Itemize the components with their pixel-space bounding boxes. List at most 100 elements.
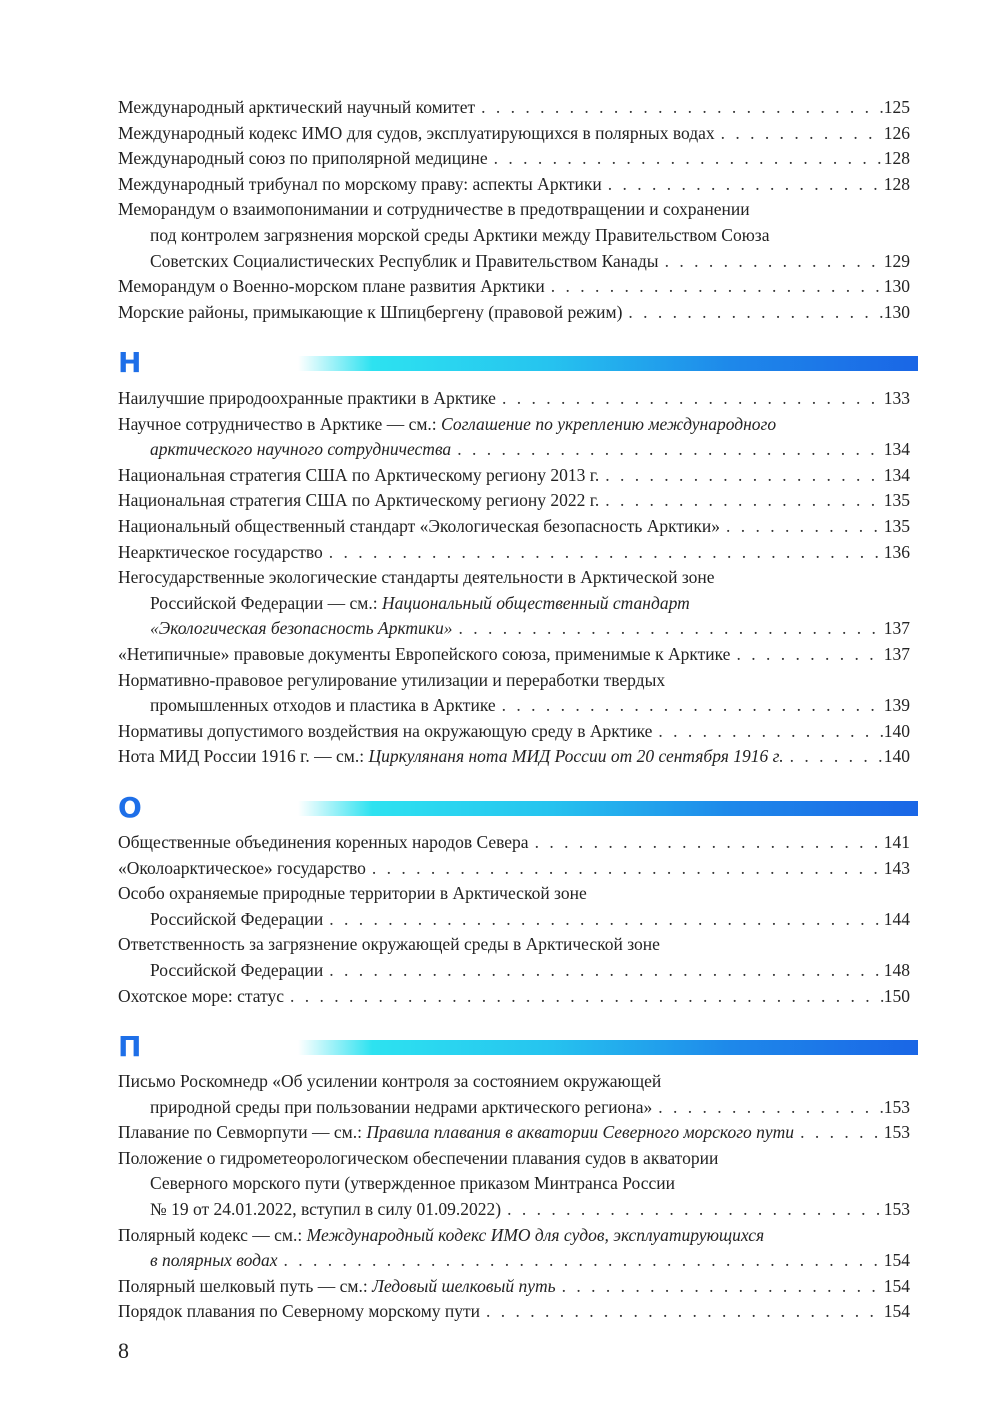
index-entry: Охотское море: статус . . . . . . . . . … — [118, 984, 910, 1010]
entry-term: природной среды при пользовании недрами … — [150, 1096, 653, 1117]
dot-leader: . . . . . . . . . . . . . . . . . . . . … — [507, 1198, 884, 1219]
entry-term: Морские районы, примыкающие к Шпицберген… — [118, 301, 623, 322]
section-header: О — [118, 791, 918, 825]
entry-text: Полярный кодекс — см.: Международный код… — [118, 1223, 764, 1249]
index-entry: Национальная стратегия США по Арктическо… — [118, 488, 910, 514]
entry-line: Положение о гидрометеорологическом обесп… — [118, 1146, 910, 1172]
dot-leader: . . . . . . . . . . . . . . . . . . . . … — [457, 439, 884, 460]
page-ref: 134 — [883, 439, 910, 460]
dot-leader: . . . . . . . . . . . . . . . . . . . . … — [664, 250, 884, 271]
index-entry: Международный трибунал по морскому праву… — [118, 172, 910, 198]
cross-reference: Циркулянаня нота МИД России от 20 сентяб… — [368, 746, 784, 767]
index-section: Международный арктический научный комите… — [118, 95, 910, 325]
page-ref: 135 — [883, 515, 910, 536]
entry-text: Международный трибунал по морскому праву… — [118, 172, 602, 198]
index-entry: Меморандум о Военно-морском плане развит… — [118, 274, 910, 300]
dot-leader: . . . . . . . . . . . . . . . . . . . . … — [493, 148, 884, 169]
entry-line: Российской Федерации . . . . . . . . . .… — [118, 958, 910, 984]
entry-text: природной среды при пользовании недрами … — [150, 1095, 652, 1121]
cross-reference: «Экологическая безопасность Арктики» — [150, 618, 453, 639]
entry-line: Советских Социалистических Республик и П… — [118, 249, 910, 275]
page-ref: 153 — [883, 1096, 910, 1117]
page-ref: 126 — [883, 122, 910, 143]
entry-term: Нормативы допустимого воздействия на окр… — [118, 720, 653, 741]
dot-leader: . . . . . . . . . . . . . . . . . . . . … — [658, 1096, 884, 1117]
entry-line: Полярный кодекс — см.: Международный код… — [118, 1223, 910, 1249]
entry-term: Российской Федерации — [150, 959, 324, 980]
dot-leader: . . . . . . . . . . . . . . . . . . . . … — [534, 832, 884, 852]
index-entry: Положение о гидрометеорологическом обесп… — [118, 1146, 910, 1223]
page-ref: 140 — [883, 720, 910, 741]
entry-text: Порядок плавания по Северному морскому п… — [118, 1299, 480, 1325]
entry-line: промышленных отходов и пластика в Арктик… — [118, 693, 910, 719]
cross-reference: Правила плавания в акватории Северного м… — [366, 1122, 795, 1143]
entry-text: Российской Федерации — [150, 958, 323, 984]
entry-line: Полярный шелковый путь — см.: Ледовый ше… — [118, 1274, 910, 1300]
dot-leader: . . . . . . . . . . . . . . . . . . . . … — [329, 959, 883, 980]
entry-text: Международный арктический научный комите… — [118, 95, 475, 121]
entry-line: под контролем загрязнения морской среды … — [118, 223, 910, 249]
entry-text: «Экологическая безопасность Арктики» — [150, 616, 452, 642]
section-letter: П — [118, 1030, 142, 1063]
entry-line: Научное сотрудничество в Арктике — см.: … — [118, 412, 910, 438]
entry-text: «Нетипичные» правовые документы Европейс… — [118, 642, 730, 668]
section-header: Н — [118, 346, 918, 380]
page-ref: 128 — [883, 173, 910, 194]
entry-text: под контролем загрязнения морской среды … — [150, 223, 769, 249]
page-ref: 153 — [883, 1198, 910, 1219]
section-gradient-bar — [298, 1040, 918, 1055]
index-entry: Нормативно-правовое регулирование утилиз… — [118, 668, 910, 719]
page-ref: 129 — [883, 250, 910, 271]
entry-term: Особо охраняемые природные территории в … — [118, 883, 587, 904]
index-entry: Морские районы, примыкающие к Шпицберген… — [118, 300, 910, 326]
dot-leader: . . . . . . . . . . . . . . . . . . . . … — [605, 464, 883, 485]
cross-reference: в полярных водах — [150, 1250, 278, 1271]
entry-text: Плавание по Севморпути — см.: Правила пл… — [118, 1120, 794, 1146]
page-ref: 153 — [883, 1122, 910, 1143]
cross-reference: Ледовый шелковый путь — [372, 1275, 556, 1296]
entry-term: Письмо Роскомнедр «Об усилении контроля … — [118, 1071, 662, 1091]
index-entry: Национальная стратегия США по Арктическо… — [118, 463, 910, 489]
entry-text: Неарктическое государство — [118, 540, 323, 566]
entry-term: «Околоарктическое» государство — [118, 857, 366, 878]
entry-line: Неарктическое государство . . . . . . . … — [118, 540, 910, 566]
dot-leader: . . . . . . . . . . . . . . . . . . . . … — [736, 643, 883, 664]
dot-leader: . . . . . . . . . . . . . . . . . . . . … — [628, 301, 883, 322]
entry-line: Российской Федерации — см.: Национальный… — [118, 591, 910, 617]
dot-leader: . . . . . . . . . . . . . . . . . . . . … — [800, 1122, 884, 1143]
section-header: П — [118, 1030, 918, 1064]
index-entry: «Нетипичные» правовые документы Европейс… — [118, 642, 910, 668]
entry-text: Негосударственные экологические стандарт… — [118, 565, 715, 591]
entry-line: «Экологическая безопасность Арктики» . .… — [118, 616, 910, 642]
page-ref: 135 — [883, 490, 910, 511]
entry-line: Национальная стратегия США по Арктическо… — [118, 463, 910, 489]
entry-line: Северного морского пути (утвержденное пр… — [118, 1171, 910, 1197]
page-ref: 150 — [883, 985, 910, 1006]
entry-term: Нормативно-правовое регулирование утилиз… — [118, 669, 666, 690]
entry-term: Меморандум о взаимопонимании и сотруднич… — [118, 199, 750, 220]
index-entry: Нормативы допустимого воздействия на окр… — [118, 719, 910, 745]
entry-text: Научное сотрудничество в Арктике — см.: … — [118, 412, 776, 438]
section-letter: О — [118, 791, 142, 824]
entry-line: Плавание по Севморпути — см.: Правила пл… — [118, 1120, 910, 1146]
entry-text: Северного морского пути (утвержденное пр… — [150, 1171, 675, 1197]
index-entry: Меморандум о взаимопонимании и сотруднич… — [118, 197, 910, 274]
entry-line: Международный арктический научный комите… — [118, 95, 910, 121]
entry-line: Общественные объединения коренных народо… — [118, 830, 910, 856]
entry-term: Национальный общественный стандарт «Экол… — [118, 515, 721, 536]
entry-text: Международный союз по приполярной медици… — [118, 146, 488, 172]
page-ref: 137 — [883, 643, 910, 664]
entry-line: Нота МИД России 1916 г. — см.: Циркуляна… — [118, 744, 910, 770]
entry-term: Полярный кодекс — см.: — [118, 1224, 307, 1245]
entry-line: природной среды при пользовании недрами … — [118, 1095, 910, 1121]
entry-line: № 19 от 24.01.2022, вступил в силу 01.09… — [118, 1197, 910, 1223]
entry-term: Российской Федерации — [150, 908, 324, 929]
page-ref: 154 — [883, 1275, 910, 1296]
entry-text: Ответственность за загрязнение окружающе… — [118, 932, 660, 958]
entry-text: «Околоарктическое» государство — [118, 856, 366, 882]
entry-line: «Околоарктическое» государство . . . . .… — [118, 856, 910, 882]
entry-line: Национальный общественный стандарт «Экол… — [118, 514, 910, 540]
entry-line: Порядок плавания по Северному морскому п… — [118, 1299, 910, 1325]
entry-text: Национальный общественный стандарт «Экол… — [118, 514, 720, 540]
dot-leader: . . . . . . . . . . . . . . . . . . . . … — [607, 173, 884, 194]
